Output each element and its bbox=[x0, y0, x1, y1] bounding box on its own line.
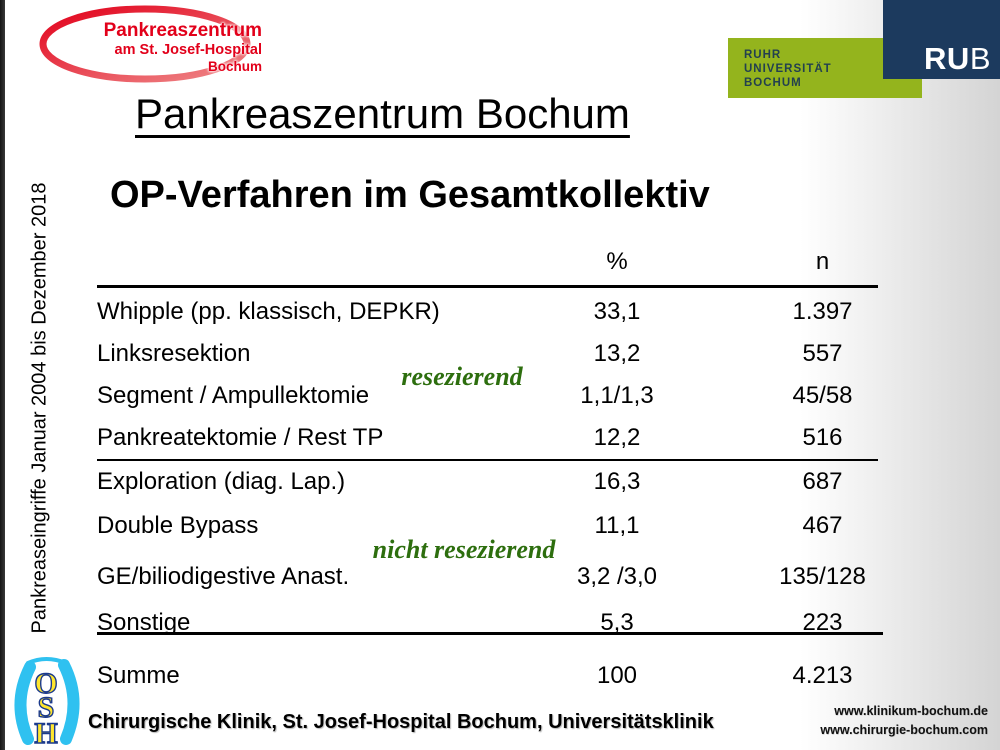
table-rule-middle bbox=[97, 459, 878, 461]
row-n: 135/128 bbox=[779, 563, 866, 590]
row-n: 516 bbox=[802, 424, 843, 451]
sidebar-caption: Pankreaseingriffe Januar 2004 bis Dezemb… bbox=[28, 182, 51, 634]
column-header-n: n bbox=[815, 248, 830, 275]
table-row: Sonstige 5,3 223 bbox=[97, 609, 883, 637]
row-label: Pankreatektomie / Rest TP bbox=[97, 424, 384, 451]
table-row: Exploration (diag. Lap.) 16,3 687 bbox=[97, 468, 883, 496]
table-rule-header bbox=[97, 285, 878, 288]
rub-green-line3: BOCHUM bbox=[744, 77, 802, 90]
annotation-resezierend: resezierend bbox=[401, 362, 523, 391]
slide-left-border bbox=[0, 0, 5, 750]
row-label: Exploration (diag. Lap.) bbox=[97, 468, 346, 495]
rub-green-line1: RUHR bbox=[744, 49, 782, 61]
table-header-row: % n bbox=[97, 248, 883, 276]
row-n: 45/58 bbox=[792, 382, 853, 409]
row-percent: 16,3 bbox=[593, 468, 641, 495]
summary-label: Summe bbox=[97, 662, 180, 689]
slide-title: Pankreaszentrum Bochum bbox=[135, 90, 630, 137]
table-row: GE/biliodigestive Anast. 3,2 /3,0 135/12… bbox=[97, 563, 883, 591]
rub-green-line2: UNIVERSITÄT bbox=[744, 63, 832, 76]
table-summary-row: Summe 100 4.213 bbox=[97, 662, 883, 690]
row-label: Segment / Ampullektomie bbox=[97, 382, 370, 409]
column-header-percent: % bbox=[606, 248, 628, 275]
table-row: Whipple (pp. klassisch, DEPKR) 33,1 1.39… bbox=[97, 298, 883, 326]
hospital-crest-icon: O S H bbox=[14, 657, 80, 750]
rub-logo-b: B bbox=[969, 41, 991, 76]
row-percent: 3,2 /3,0 bbox=[576, 563, 658, 590]
pankreaszentrum-logo-text: Pankreaszentrum am St. Josef-Hospital Bo… bbox=[104, 20, 262, 74]
summary-percent: 100 bbox=[596, 662, 638, 689]
footer-clinic-name: Chirurgische Klinik, St. Josef-Hospital … bbox=[88, 711, 714, 733]
op-verfahren-table: % n Whipple (pp. klassisch, DEPKR) 33,1 … bbox=[97, 0, 883, 750]
rub-logo: RUB bbox=[883, 0, 1000, 79]
ruhr-universitaet-logo-text: RUHR UNIVERSITÄT BOCHUM bbox=[744, 48, 832, 90]
rub-logo-ru: RU bbox=[924, 41, 970, 76]
pz-logo-line3: Bochum bbox=[208, 58, 262, 74]
footer-urls: www.klinikum-bochum.de www.chirurgie-boc… bbox=[820, 702, 988, 741]
row-n: 557 bbox=[802, 340, 843, 367]
table-row: Double Bypass 11,1 467 bbox=[97, 512, 883, 540]
table-row: Linksresektion 13,2 557 bbox=[97, 340, 883, 368]
footer-url-klinikum: www.klinikum-bochum.de bbox=[834, 704, 988, 718]
row-label: Whipple (pp. klassisch, DEPKR) bbox=[97, 298, 440, 325]
row-label: Double Bypass bbox=[97, 512, 259, 539]
row-percent: 33,1 bbox=[593, 298, 641, 325]
table-row: Pankreatektomie / Rest TP 12,2 516 bbox=[97, 424, 883, 452]
table-rule-bottom bbox=[97, 632, 883, 635]
row-label: Linksresektion bbox=[97, 340, 251, 367]
row-label: GE/biliodigestive Anast. bbox=[97, 563, 350, 590]
rub-logo-text: RUB bbox=[924, 41, 991, 77]
row-percent: 5,3 bbox=[600, 609, 634, 636]
svg-text:O: O bbox=[34, 667, 57, 700]
row-n: 1.397 bbox=[792, 298, 853, 325]
summary-n: 4.213 bbox=[792, 662, 853, 689]
slide-subtitle: OP-Verfahren im Gesamtkollektiv bbox=[110, 174, 710, 216]
row-label: Sonstige bbox=[97, 609, 191, 636]
row-n: 687 bbox=[802, 468, 843, 495]
footer-url-chirurgie: www.chirurgie-bochum.com bbox=[820, 723, 988, 738]
table-row: Segment / Ampullektomie 1,1/1,3 45/58 bbox=[97, 382, 883, 410]
row-percent: 1,1/1,3 bbox=[580, 382, 654, 409]
row-n: 467 bbox=[802, 512, 843, 539]
row-percent: 12,2 bbox=[593, 424, 641, 451]
pankreaszentrum-logo: Pankreaszentrum am St. Josef-Hospital Bo… bbox=[10, 4, 280, 86]
annotation-nicht-resezierend: nicht resezierend bbox=[372, 535, 556, 564]
row-percent: 11,1 bbox=[594, 512, 640, 539]
pz-logo-line1: Pankreaszentrum bbox=[103, 20, 262, 41]
pz-logo-line2: am St. Josef-Hospital bbox=[114, 41, 262, 58]
svg-text:H: H bbox=[34, 717, 57, 750]
pankreaszentrum-ellipse-icon bbox=[39, 5, 251, 83]
row-percent: 13,2 bbox=[593, 340, 641, 367]
row-n: 223 bbox=[802, 609, 843, 636]
svg-text:S: S bbox=[38, 691, 55, 724]
